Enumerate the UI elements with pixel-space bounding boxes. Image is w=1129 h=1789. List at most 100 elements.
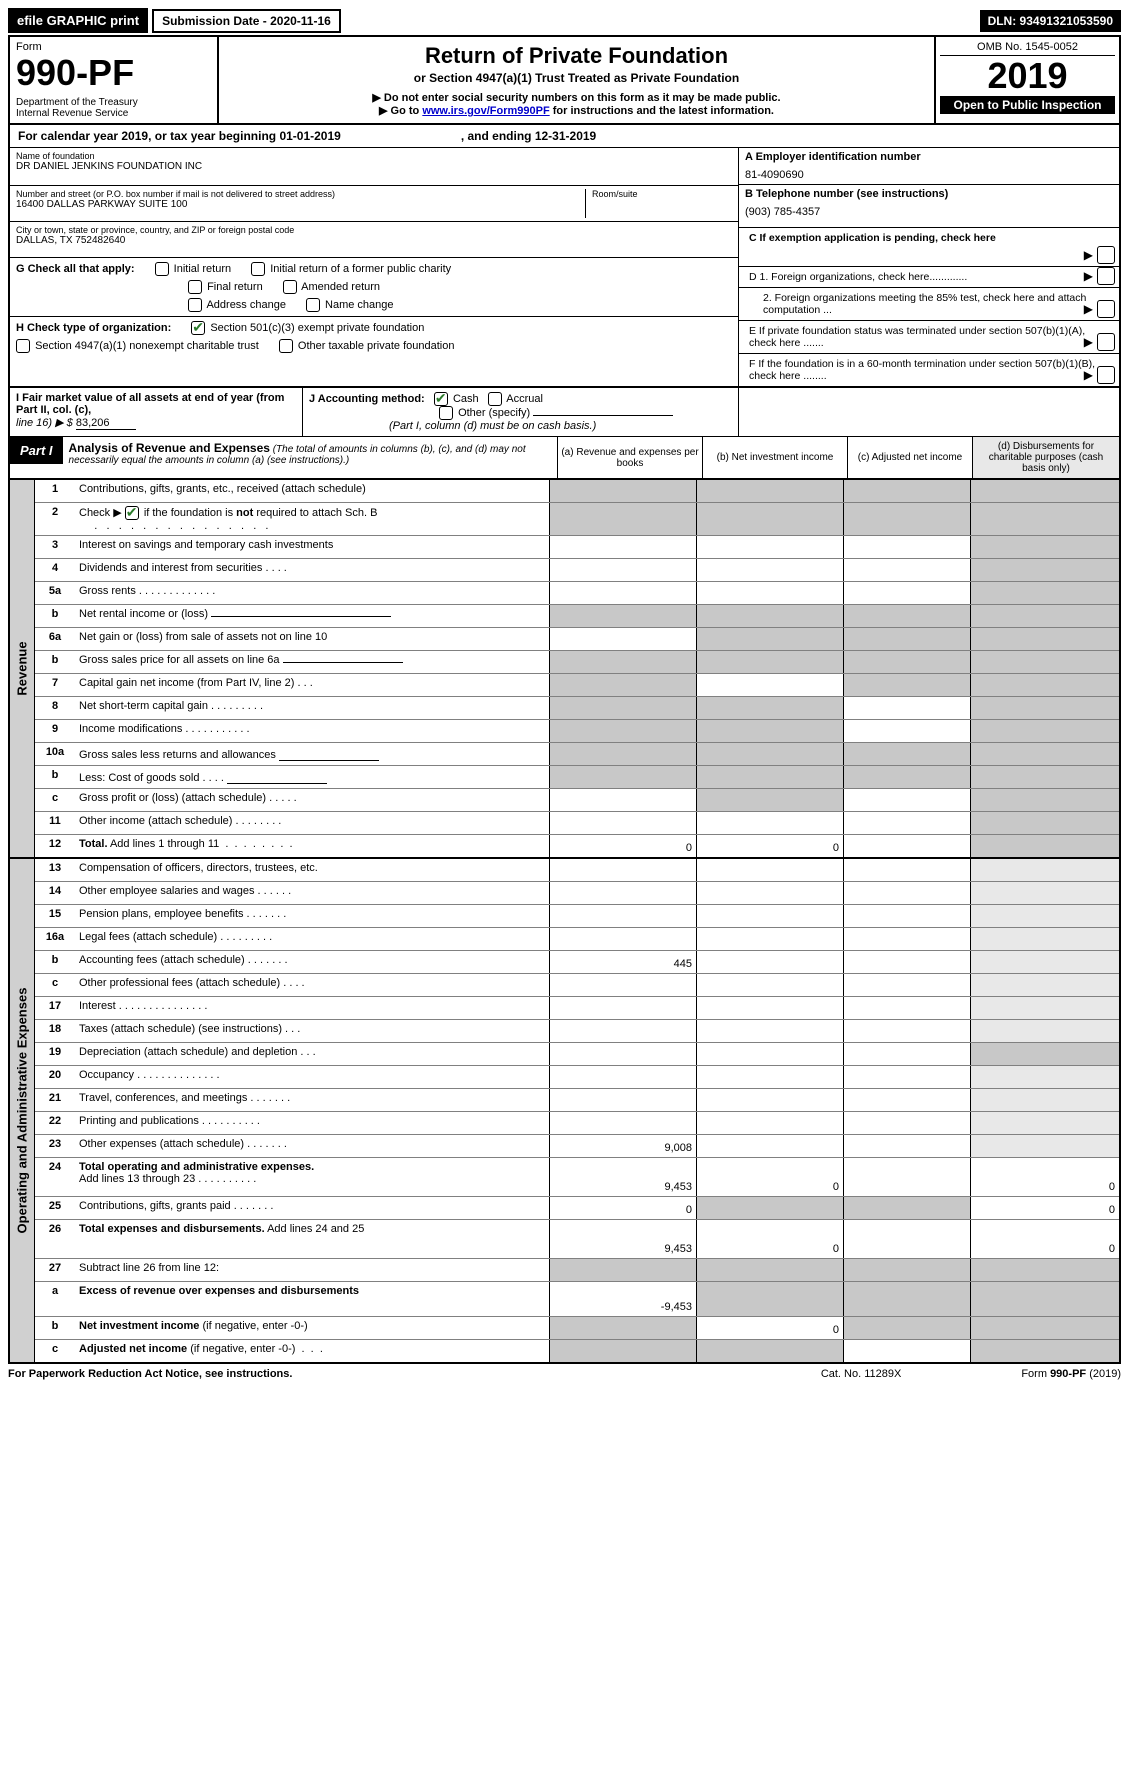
instruction-link-row: ▶ Go to www.irs.gov/Form990PF for instru… <box>225 104 928 117</box>
info-section: Name of foundation DR DANIEL JENKINS FOU… <box>8 148 1121 388</box>
section-ij: I Fair market value of all assets at end… <box>8 388 1121 437</box>
efile-print-button[interactable]: efile GRAPHIC print <box>8 8 148 33</box>
h-o1: Section 501(c)(3) exempt private foundat… <box>210 322 424 334</box>
table-row: bAccounting fees (attach schedule) . . .… <box>35 951 1119 974</box>
cb-other-method[interactable] <box>439 406 453 420</box>
table-row: 13Compensation of officers, directors, t… <box>35 859 1119 882</box>
j-accrual: Accrual <box>506 393 543 405</box>
open-public-badge: Open to Public Inspection <box>940 96 1115 114</box>
footer-center: Cat. No. 11289X <box>821 1368 902 1380</box>
cb-accrual[interactable] <box>488 392 502 406</box>
calendar-year-row: For calendar year 2019, or tax year begi… <box>8 125 1121 148</box>
cb-addr-change[interactable] <box>188 298 202 312</box>
footer: For Paperwork Reduction Act Notice, see … <box>8 1364 1121 1380</box>
irs-link[interactable]: www.irs.gov/Form990PF <box>422 105 549 117</box>
cal-year-begin: For calendar year 2019, or tax year begi… <box>18 129 341 143</box>
cb-amended[interactable] <box>283 280 297 294</box>
table-row: cOther professional fees (attach schedul… <box>35 974 1119 997</box>
room-label: Room/suite <box>592 189 732 199</box>
table-row: 5aGross rents . . . . . . . . . . . . . <box>35 582 1119 605</box>
cb-cash[interactable] <box>434 392 448 406</box>
table-row: 11Other income (attach schedule) . . . .… <box>35 812 1119 835</box>
tax-year: 2019 <box>940 56 1115 96</box>
cb-name-change[interactable] <box>306 298 320 312</box>
cal-year-end: , and ending 12-31-2019 <box>461 129 596 143</box>
cb-terminated[interactable] <box>1097 333 1115 351</box>
cb-sch-b[interactable] <box>125 506 139 520</box>
revenue-table: Revenue 1Contributions, gifts, grants, e… <box>8 480 1121 859</box>
table-row: 19Depreciation (attach schedule) and dep… <box>35 1043 1119 1066</box>
section-e: E If private foundation status was termi… <box>739 321 1119 354</box>
i-label: I Fair market value of all assets at end… <box>16 392 284 416</box>
expenses-side-label: Operating and Administrative Expenses <box>10 859 35 1362</box>
foundation-name: DR DANIEL JENKINS FOUNDATION INC <box>16 161 732 172</box>
arrow-icon: ▶ <box>1084 302 1093 316</box>
ein-value: 81-4090690 <box>745 169 1113 181</box>
address-cell: Number and street (or P.O. box number if… <box>10 186 738 222</box>
table-row: bNet investment income (if negative, ent… <box>35 1317 1119 1340</box>
table-row: aExcess of revenue over expenses and dis… <box>35 1282 1119 1317</box>
col-d-header: (d) Disbursements for charitable purpose… <box>972 437 1119 478</box>
j-note: (Part I, column (d) must be on cash basi… <box>389 420 596 432</box>
cb-foreign-org[interactable] <box>1097 267 1115 285</box>
instr-pre: ▶ Go to <box>379 105 422 117</box>
f-text: F If the foundation is in a 60-month ter… <box>749 358 1095 382</box>
form-header-right: OMB No. 1545-0052 2019 Open to Public In… <box>934 37 1119 123</box>
g-o4: Amended return <box>301 281 380 293</box>
cb-other-taxable[interactable] <box>279 339 293 353</box>
form-header-left: Form 990-PF Department of the Treasury I… <box>10 37 219 123</box>
section-d2: 2. Foreign organizations meeting the 85%… <box>739 288 1119 321</box>
ein-label: A Employer identification number <box>745 151 1113 163</box>
section-j: J Accounting method: Cash Accrual Other … <box>303 388 738 436</box>
table-row: 8Net short-term capital gain . . . . . .… <box>35 697 1119 720</box>
table-row: bNet rental income or (loss) <box>35 605 1119 628</box>
g-o6: Name change <box>325 299 394 311</box>
i-line: line 16) ▶ $ <box>16 417 73 429</box>
d1-text: D 1. Foreign organizations, check here..… <box>749 271 967 283</box>
g-o1: Initial return <box>174 263 231 275</box>
city-cell: City or town, state or province, country… <box>10 222 738 258</box>
cb-501c3[interactable] <box>191 321 205 335</box>
arrow-icon: ▶ <box>1084 248 1093 262</box>
col-b-header: (b) Net investment income <box>702 437 847 478</box>
form-subtitle: or Section 4947(a)(1) Trust Treated as P… <box>225 71 928 85</box>
phone-label: B Telephone number (see instructions) <box>745 188 1113 200</box>
info-right: A Employer identification number 81-4090… <box>738 148 1119 386</box>
city: DALLAS, TX 752482640 <box>16 235 732 246</box>
section-c: C If exemption application is pending, c… <box>739 228 1119 267</box>
g-o3: Final return <box>207 281 263 293</box>
section-i: I Fair market value of all assets at end… <box>10 388 303 436</box>
phone-cell: B Telephone number (see instructions) (9… <box>739 185 1119 228</box>
part-i-header: Part I Analysis of Revenue and Expenses … <box>8 437 1121 480</box>
dln-label: DLN: 93491321053590 <box>980 10 1121 32</box>
table-row: 15Pension plans, employee benefits . . .… <box>35 905 1119 928</box>
cb-initial-return[interactable] <box>155 262 169 276</box>
cb-60month[interactable] <box>1097 366 1115 384</box>
cb-85pct[interactable] <box>1097 300 1115 318</box>
table-row: 4Dividends and interest from securities … <box>35 559 1119 582</box>
table-row: 2Check ▶ if the foundation is not requir… <box>35 503 1119 536</box>
table-row: 26Total expenses and disbursements. Add … <box>35 1220 1119 1259</box>
cb-exemption-pending[interactable] <box>1097 246 1115 264</box>
cb-initial-former[interactable] <box>251 262 265 276</box>
form-title: Return of Private Foundation <box>225 43 928 69</box>
table-row: 21Travel, conferences, and meetings . . … <box>35 1089 1119 1112</box>
section-g: G Check all that apply: Initial return I… <box>10 258 738 317</box>
arrow-icon: ▶ <box>1084 335 1093 349</box>
table-row: 24Total operating and administrative exp… <box>35 1158 1119 1197</box>
form-header-center: Return of Private Foundation or Section … <box>219 37 934 123</box>
table-row: 3Interest on savings and temporary cash … <box>35 536 1119 559</box>
g-label: G Check all that apply: <box>16 263 135 275</box>
cb-4947[interactable] <box>16 339 30 353</box>
cb-final-return[interactable] <box>188 280 202 294</box>
table-row: 6aNet gain or (loss) from sale of assets… <box>35 628 1119 651</box>
foundation-name-cell: Name of foundation DR DANIEL JENKINS FOU… <box>10 148 738 186</box>
e-text: E If private foundation status was termi… <box>749 325 1085 349</box>
part-i-title: Analysis of Revenue and Expenses <box>69 441 270 455</box>
info-left: Name of foundation DR DANIEL JENKINS FOU… <box>10 148 738 386</box>
table-row: 9Income modifications . . . . . . . . . … <box>35 720 1119 743</box>
h-o2: Section 4947(a)(1) nonexempt charitable … <box>35 340 259 352</box>
dept-treasury: Department of the Treasury <box>16 97 211 108</box>
instr-post: for instructions and the latest informat… <box>550 105 774 117</box>
g-o5: Address change <box>206 299 286 311</box>
